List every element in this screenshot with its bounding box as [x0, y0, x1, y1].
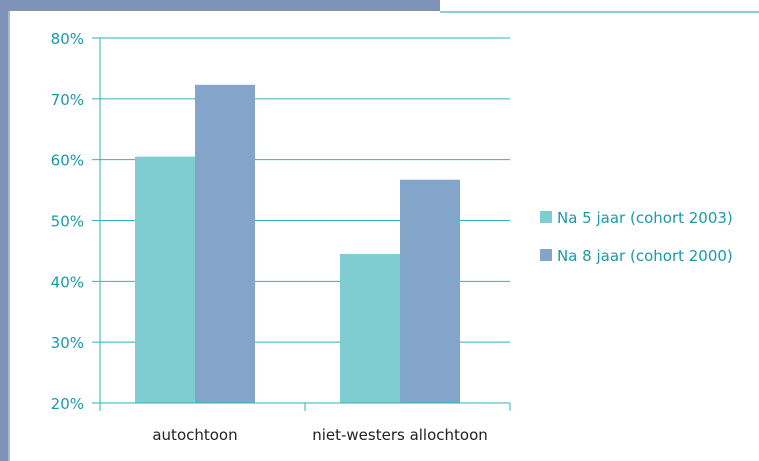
bar-na-5-jaar [135, 156, 195, 403]
y-tick-labels: 20% 30% 40% 50% 60% 70% 80% [51, 30, 84, 413]
legend-swatch [540, 249, 552, 261]
y-tick-label: 80% [51, 30, 84, 48]
bar-na-5-jaar [340, 253, 400, 403]
y-tick-label: 70% [51, 91, 84, 109]
x-category-labels: autochtoon niet-westers allochtoon [152, 426, 487, 444]
legend-label: Na 5 jaar (cohort 2003) [557, 209, 733, 227]
axes [92, 37, 511, 411]
y-tick-label: 20% [51, 395, 84, 413]
legend-swatch [540, 211, 552, 223]
frame-left-bar [0, 11, 8, 461]
y-tick-label: 60% [51, 152, 84, 170]
y-tick-label: 50% [51, 213, 84, 231]
bars [135, 84, 460, 403]
y-tick-label: 40% [51, 273, 84, 291]
bar-na-8-jaar [400, 179, 460, 403]
frame-top-bar [0, 0, 440, 11]
legend: Na 5 jaar (cohort 2003) Na 8 jaar (cohort… [540, 209, 733, 265]
bar-na-8-jaar [195, 84, 255, 403]
y-tick-label: 30% [51, 334, 84, 352]
x-category-label: niet-westers allochtoon [312, 426, 488, 444]
frame-left-inner-line [8, 11, 10, 461]
legend-label: Na 8 jaar (cohort 2000) [557, 247, 733, 265]
frame-top-line [440, 11, 759, 13]
x-category-label: autochtoon [152, 426, 237, 444]
